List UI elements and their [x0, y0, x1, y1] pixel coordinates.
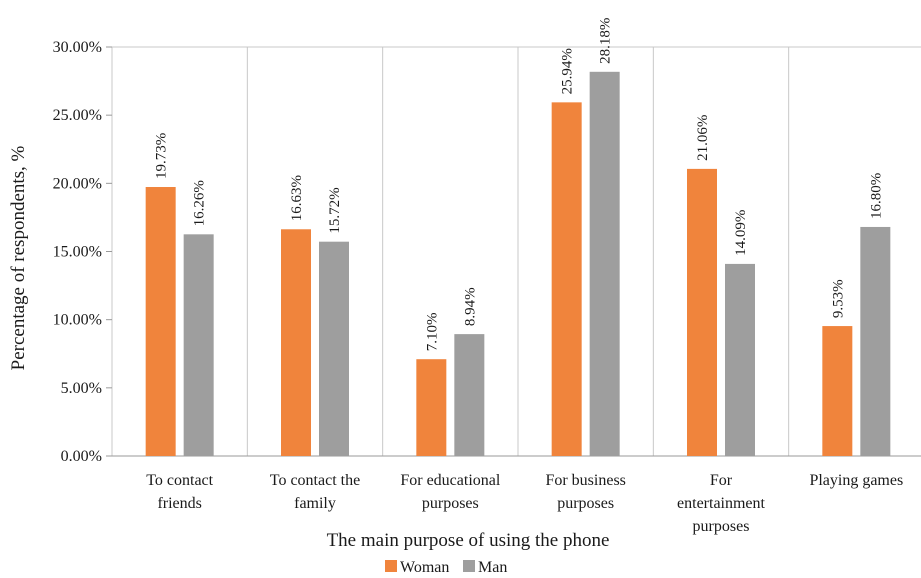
y-tick-label: 0.00% [61, 448, 102, 465]
data-label: 9.53% [830, 279, 846, 318]
bar-man [860, 226, 891, 456]
bar-woman [145, 187, 176, 456]
data-label: 8.94% [462, 287, 478, 326]
bar-man [319, 241, 349, 456]
legend-label: Man [478, 559, 507, 576]
data-label: 7.10% [424, 312, 440, 351]
x-category-label: Playing games [809, 472, 903, 489]
x-axis-title: The main purpose of using the phone [327, 530, 610, 551]
bar-man [454, 334, 485, 456]
x-category-label: friends [157, 495, 201, 512]
data-label: 15.72% [327, 187, 343, 233]
y-axis-ticks: 0.00% 5.00% 10.00% 15.00% 20.00% 25.00% 30.00% [53, 39, 112, 465]
data-label: 16.80% [868, 173, 884, 219]
bar-woman [687, 168, 717, 456]
legend-label: Woman [400, 559, 449, 576]
x-category-label: purposes [422, 495, 479, 512]
legend-swatch-woman [385, 560, 397, 572]
y-tick-label: 10.00% [53, 312, 102, 329]
data-label: 21.06% [695, 115, 711, 161]
x-axis-categories: To contact friends To contact the family For… [146, 472, 903, 535]
bar-man [725, 263, 755, 456]
data-label: 16.63% [289, 175, 305, 221]
data-label: 14.09% [733, 210, 749, 256]
x-category-label: purposes [693, 518, 750, 535]
x-category-label: To contact [146, 472, 213, 489]
legend-swatch-man [463, 560, 475, 572]
bar-woman [416, 359, 447, 456]
x-category-label: family [294, 495, 336, 512]
data-labels: 19.73% 16.26% 16.63% 15.72% 7.10% 8.94% 25.94%… [154, 18, 885, 352]
bar-woman [281, 229, 311, 456]
x-category-label: For business [545, 472, 625, 489]
x-category-label: For educational [400, 472, 501, 489]
data-label: 19.73% [154, 133, 170, 179]
y-tick-label: 25.00% [53, 107, 102, 124]
x-category-label: To contact the [270, 472, 360, 489]
data-label: 25.94% [560, 48, 576, 94]
data-label: 28.18% [598, 18, 614, 64]
bar-man [589, 71, 620, 456]
bar-woman [822, 326, 853, 456]
legend: Woman Man [385, 559, 507, 576]
y-axis-title: Percentage of respondents, % [8, 145, 29, 370]
x-category-label: entertainment [677, 495, 766, 512]
x-category-label: For [710, 472, 733, 489]
bars [145, 71, 891, 457]
bar-man [183, 234, 214, 456]
y-tick-label: 15.00% [53, 244, 102, 261]
x-category-label: purposes [557, 495, 614, 512]
data-label: 16.26% [192, 180, 208, 226]
grid [111, 46, 921, 457]
y-tick-label: 30.00% [53, 39, 102, 56]
bar-woman [551, 102, 582, 457]
y-tick-label: 5.00% [61, 380, 102, 397]
y-tick-label: 20.00% [53, 175, 102, 192]
